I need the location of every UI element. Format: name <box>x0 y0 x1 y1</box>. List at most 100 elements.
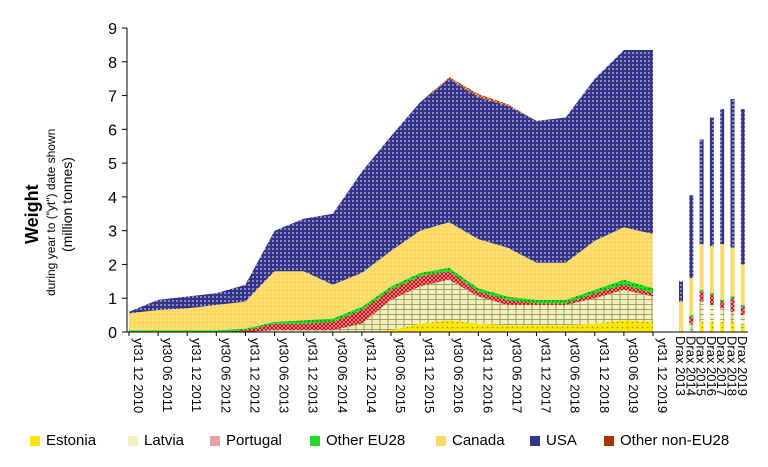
drax-bar-canada <box>730 247 735 297</box>
drax-bar-other-eu28 <box>709 293 714 295</box>
drax-bar-usa <box>740 109 745 265</box>
y-axis-subtitle-2: (million tonnes) <box>59 157 75 252</box>
y-tick-label: 2 <box>108 257 117 274</box>
drax-tick-label: Drax 2016 <box>704 336 719 396</box>
drax-bar-estonia <box>730 321 735 332</box>
y-tick-label: 6 <box>108 122 117 139</box>
x-tick-label: yt30 06 2012 <box>218 338 233 413</box>
x-tick-label: yt31 12 2012 <box>247 338 262 413</box>
legend-item-portugal: Portugal <box>210 432 282 452</box>
x-tick-label: yt31 12 2010 <box>131 338 146 413</box>
legend-item-canada: Canada <box>436 432 505 452</box>
x-tick-label: yt31 12 2019 <box>655 338 670 413</box>
y-tick-label: 8 <box>108 55 117 72</box>
y-tick-label: 9 <box>108 21 117 38</box>
drax-tick-label: Drax 2018 <box>725 336 740 396</box>
y-axis-title-group: Weight during year to ("yt") date shown … <box>22 129 75 296</box>
drax-bar-usa <box>730 98 735 248</box>
drax-bar-latvia <box>740 315 745 326</box>
series-area-usa <box>129 50 653 314</box>
legend-label: Estonia <box>46 432 97 449</box>
legend-item-usa: USA <box>530 432 577 452</box>
drax-bar-estonia <box>720 321 725 332</box>
drax-tick-label: Drax 2019 <box>735 336 750 396</box>
x-tick-label: yt31 12 2017 <box>539 338 554 413</box>
legend-swatch <box>30 436 40 446</box>
drax-tick-label: Drax 2013 <box>673 336 688 396</box>
x-ticks: yt31 12 2010 yt30 06 2011 yt31 12 2011 yt30… <box>128 332 670 413</box>
drax-bar-portugal <box>720 301 725 309</box>
legend-label: Latvia <box>144 432 185 449</box>
drax-bar-canada <box>699 244 704 290</box>
drax-bar-estonia <box>699 321 704 332</box>
drax-bar-usa <box>709 117 714 246</box>
x-tick-label: yt30 06 2018 <box>568 338 583 413</box>
x-tick-label: yt30 06 2014 <box>335 338 350 413</box>
series-area-latvia <box>129 279 653 332</box>
legend-label: Other EU28 <box>326 432 406 449</box>
drax-bar-portugal <box>689 316 694 324</box>
drax-bar-estonia <box>709 321 714 332</box>
legend-swatch <box>210 436 220 446</box>
drax-bar-canada <box>740 264 745 305</box>
y-tick-label: 4 <box>108 190 117 207</box>
x-tick-label: yt31 12 2016 <box>480 338 495 413</box>
x-tick-label: yt31 12 2015 <box>422 338 437 413</box>
drax-bar-usa <box>699 139 704 245</box>
drax-bar-usa <box>679 281 683 302</box>
series-layer <box>129 50 653 332</box>
drax-bar-portugal <box>699 291 704 302</box>
y-tick-label: 7 <box>108 89 117 106</box>
legend-swatch <box>604 436 614 446</box>
legend: Estonia Latvia Portugal Other EU28 Canada USA… <box>0 430 768 456</box>
drax-bar-canada <box>689 277 694 316</box>
x-tick-label: yt30 06 2017 <box>509 338 524 413</box>
y-tick-label: 3 <box>108 224 117 241</box>
drax-tick-label: Drax 2015 <box>694 336 709 396</box>
legend-item-other-eu28: Other EU28 <box>310 432 405 452</box>
x-tick-label: yt30 06 2013 <box>277 338 292 413</box>
drax-bar-latvia <box>730 311 735 322</box>
drax-bar-usa <box>720 109 725 245</box>
drax-bar-usa <box>689 195 694 278</box>
drax-bar-portugal <box>730 298 735 312</box>
drax-bar-other-eu28 <box>740 304 745 307</box>
y-ticks: 0 1 2 3 4 5 6 7 8 9 <box>108 21 127 342</box>
legend-label: Canada <box>452 432 505 449</box>
drax-bar-other-eu28 <box>730 296 735 299</box>
x-tick-label: yt31 12 2014 <box>364 338 379 413</box>
drax-bar-other-eu28 <box>689 315 694 317</box>
drax-bar-estonia <box>740 325 745 332</box>
drax-bar-latvia <box>709 304 714 322</box>
x-tick-label: yt30 06 2011 <box>160 338 175 412</box>
series-area-estonia <box>129 320 653 332</box>
drax-bar-portugal <box>740 306 745 316</box>
series-area-canada <box>129 222 653 331</box>
legend-swatch <box>310 436 320 446</box>
legend-item-estonia: Estonia <box>30 432 96 452</box>
legend-swatch <box>128 436 138 446</box>
x-tick-label: yt30 06 2016 <box>451 338 466 413</box>
x-tick-label: yt31 12 2011 <box>189 338 204 412</box>
drax-bar-latvia <box>699 301 704 322</box>
y-tick-label: 1 <box>108 291 117 308</box>
legend-swatch <box>530 436 540 446</box>
x-tick-label: yt31 12 2013 <box>306 338 321 413</box>
drax-bar-canada <box>679 301 683 332</box>
drax-bar-other-eu28 <box>720 299 725 302</box>
x-tick-label: yt30 06 2019 <box>626 338 641 413</box>
drax-bar-canada <box>720 244 725 300</box>
legend-label: Portugal <box>226 432 282 449</box>
drax-bar-latvia <box>720 308 725 322</box>
x-tick-label: yt31 12 2018 <box>597 338 612 413</box>
legend-item-latvia: Latvia <box>128 432 184 452</box>
y-tick-label: 0 <box>108 325 117 342</box>
y-axis-title: Weight <box>22 184 42 244</box>
x-tick-label: yt30 06 2015 <box>393 338 408 413</box>
drax-bar-canada <box>709 245 714 294</box>
drax-bar-other-eu28 <box>699 289 704 292</box>
drax-tick-label: Drax 2014 <box>683 336 698 396</box>
y-tick-label: 5 <box>108 156 117 173</box>
